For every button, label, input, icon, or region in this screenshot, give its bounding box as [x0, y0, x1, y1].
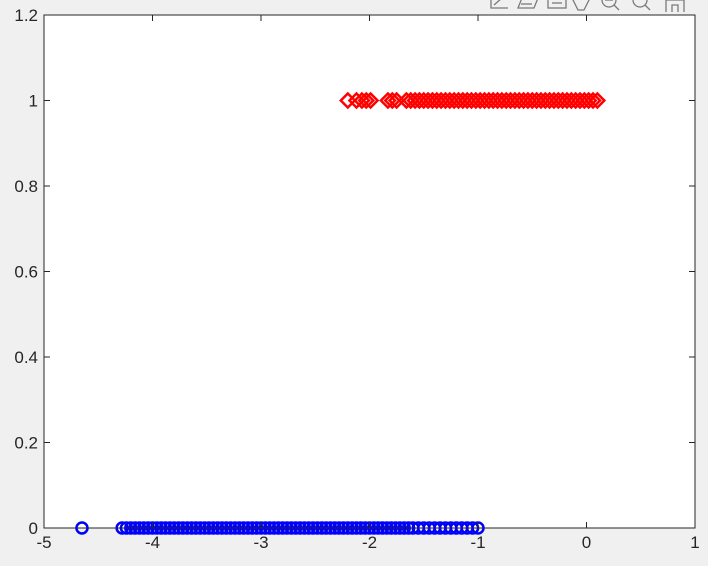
axes-box [43, 14, 696, 529]
x-tick-label: -4 [145, 533, 160, 552]
home-icon[interactable] [665, 0, 685, 12]
y-tick-labels: 0 0.2 0.4 0.6 0.8 1 1.2 [14, 6, 38, 538]
y-tick-label: 0.2 [14, 434, 38, 453]
x-tick-label: -1 [470, 533, 485, 552]
zoom-out-icon[interactable] [632, 0, 651, 11]
brush-icon[interactable] [490, 0, 508, 9]
data-point-diamond [361, 91, 380, 110]
y-tick-label: 0.6 [14, 263, 38, 282]
data-tip-icon[interactable] [517, 0, 538, 9]
x-tick-label: -2 [362, 533, 377, 552]
y-tick-label: 0.8 [14, 177, 38, 196]
data-point-diamond [383, 91, 402, 110]
zoom-in-icon[interactable] [601, 0, 620, 11]
data-point-diamond [584, 91, 602, 110]
x-tick-label: 0 [582, 533, 591, 552]
y-tick-label: 1.2 [14, 6, 38, 25]
axes-toolbar [488, 0, 698, 12]
data-point-diamond [588, 91, 607, 110]
y-tick-label: 1 [29, 92, 38, 111]
x-tick-label: -5 [36, 533, 51, 552]
x-tick-labels: -5 -4 -3 -2 -1 0 1 [36, 533, 699, 552]
series-2 [339, 91, 607, 110]
data-point-diamond [357, 91, 376, 110]
y-tick-label: 0.4 [14, 348, 38, 367]
rotate-icon[interactable] [547, 0, 567, 9]
x-tick-label: -3 [253, 533, 268, 552]
x-tick-label: 1 [690, 533, 699, 552]
y-tick-label: 0 [29, 519, 38, 538]
pan-icon[interactable] [572, 0, 590, 11]
